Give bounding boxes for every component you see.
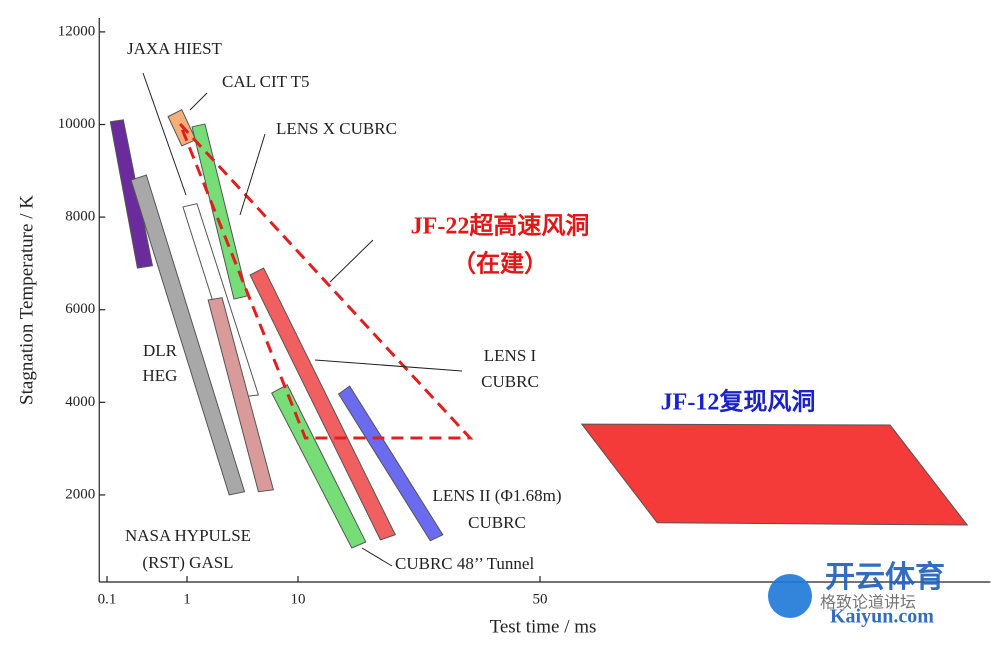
plot: 2000 4000 6000 8000 10000 12000 0.1 1 10 50 DLR HEG… — [58, 18, 991, 607]
watermark: 开云体育 Kaiyun.com 格致论道讲坛 — [768, 560, 945, 628]
x-tick-label: 10 — [291, 591, 306, 607]
facility-region — [109, 119, 154, 269]
facility-region — [580, 423, 969, 526]
facility-label: （在建） — [452, 250, 548, 278]
x-tick-label: 50 — [533, 591, 548, 607]
watermark-text: Kaiyun.com — [830, 606, 934, 628]
facility-region — [337, 385, 444, 542]
facility-label: LENS I — [484, 346, 537, 365]
dashed-region — [178, 123, 474, 440]
leader-line — [329, 239, 374, 283]
facility-region — [249, 267, 397, 541]
x-tick-label: 0.1 — [98, 591, 117, 607]
y-tick-label: 6000 — [65, 301, 95, 317]
facility-label: CUBRC — [481, 372, 539, 391]
leader-line — [314, 359, 463, 372]
facility-label: NASA HYPULSE — [125, 526, 251, 545]
y-axis-label: Stagnation Temperature / K — [16, 195, 37, 405]
facility-region — [207, 297, 275, 493]
y-tick-label: 12000 — [58, 23, 96, 39]
leader-line — [189, 92, 208, 111]
facility-label: JAXA HIEST — [127, 39, 223, 58]
facility-label: LENS X CUBRC — [276, 119, 397, 138]
x-axis-label: Test time / ms — [490, 616, 597, 637]
leader-lines — [142, 72, 463, 567]
watermark-text: 开云体育 — [825, 560, 945, 594]
leader-line — [239, 133, 266, 216]
y-tick-label: 2000 — [65, 486, 95, 502]
y-tick-label: 4000 — [65, 394, 95, 410]
facility-region — [130, 174, 246, 496]
facility-label: CUBRC 48’’ Tunnel — [395, 554, 534, 573]
x-tick-label: 1 — [183, 591, 191, 607]
facility-label: CUBRC — [468, 513, 526, 532]
facility-label: JF-12复现风洞 — [661, 389, 816, 416]
facility-label: JF-22超高速风洞 — [411, 212, 590, 240]
logo — [768, 574, 812, 618]
y-tick-label: 8000 — [65, 209, 95, 225]
facility-label: LENS II (Φ1.68m) — [432, 486, 561, 505]
facility-label: DLR — [143, 341, 178, 360]
leader-line — [361, 547, 393, 567]
facility-label: (RST) GASL — [142, 553, 233, 572]
facility-label: HEG — [143, 366, 178, 385]
facility-label: CAL CIT T5 — [222, 72, 310, 91]
facility-region — [271, 384, 367, 549]
leader-line — [142, 72, 187, 196]
y-tick-label: 10000 — [58, 116, 96, 132]
watermark-text: 格致论道讲坛 — [820, 594, 916, 612]
